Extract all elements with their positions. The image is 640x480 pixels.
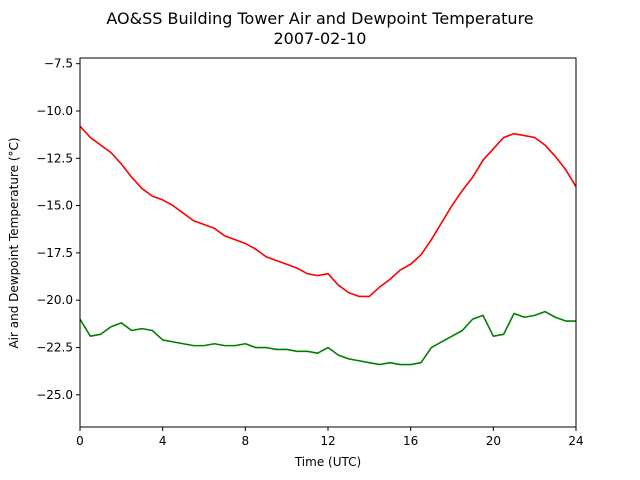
x-tick-label: 0	[76, 434, 84, 448]
y-axis-label: Air and Dewpoint Temperature (°C)	[7, 137, 21, 348]
axes-frame	[79, 57, 577, 428]
x-tick-label: 4	[159, 434, 167, 448]
x-tick-label: 24	[568, 434, 583, 448]
series-line-0	[79, 125, 577, 298]
chart-subtitle: 2007-02-10	[274, 29, 367, 48]
y-tick-label: −25.0	[36, 388, 73, 402]
y-tick-label: −22.5	[36, 341, 73, 355]
y-tick-label: −10.0	[36, 104, 73, 118]
x-tick-label: 16	[403, 434, 418, 448]
y-axis: −25.0 −22.5 −20.0 −17.5 −15.0 −12.5 −10.0 −7.5	[36, 57, 80, 402]
series-line-1	[79, 310, 576, 366]
x-tick-label: 20	[486, 434, 501, 448]
y-tick-label: −20.0	[36, 293, 73, 307]
y-tick-label: −12.5	[36, 151, 73, 165]
x-tick-label: 12	[320, 434, 335, 448]
y-tick-label: −17.5	[36, 246, 73, 260]
chart-title: AO&SS Building Tower Air and Dewpoint Te…	[106, 9, 533, 28]
x-tick-label: 8	[242, 434, 250, 448]
x-axis: 0 4 8 12 16 20 24	[76, 427, 584, 448]
y-tick-label: −7.5	[44, 57, 73, 71]
y-tick-label: −15.0	[36, 199, 73, 213]
chart-title-group: AO&SS Building Tower Air and Dewpoint Te…	[106, 9, 533, 48]
x-axis-label: Time (UTC)	[294, 455, 361, 469]
series-layer	[79, 125, 577, 366]
